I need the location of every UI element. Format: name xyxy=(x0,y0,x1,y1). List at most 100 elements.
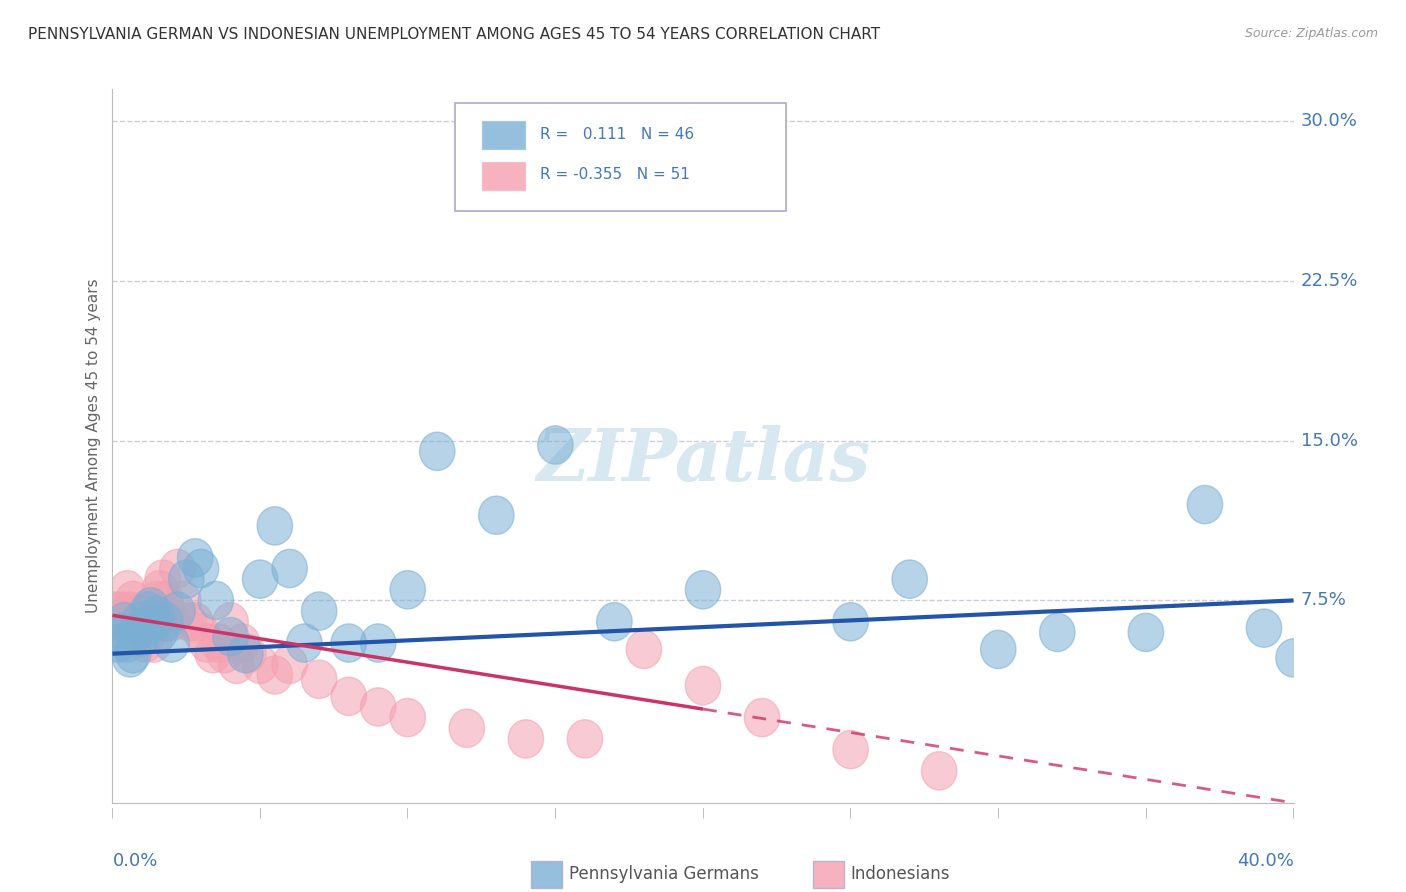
Ellipse shape xyxy=(389,698,426,737)
Ellipse shape xyxy=(101,624,136,662)
Ellipse shape xyxy=(121,603,157,641)
Ellipse shape xyxy=(419,432,456,470)
Ellipse shape xyxy=(107,613,142,651)
Ellipse shape xyxy=(537,425,574,464)
Ellipse shape xyxy=(121,603,157,641)
Ellipse shape xyxy=(257,656,292,694)
Ellipse shape xyxy=(110,571,145,609)
Text: |: | xyxy=(849,807,852,818)
Ellipse shape xyxy=(153,603,190,641)
Ellipse shape xyxy=(127,624,163,662)
Ellipse shape xyxy=(101,603,136,641)
Text: 0.0%: 0.0% xyxy=(112,852,157,870)
Ellipse shape xyxy=(832,731,869,769)
Ellipse shape xyxy=(104,592,139,631)
Ellipse shape xyxy=(139,603,174,641)
Ellipse shape xyxy=(271,645,308,683)
Ellipse shape xyxy=(201,624,236,662)
Ellipse shape xyxy=(118,596,153,634)
Text: 15.0%: 15.0% xyxy=(1301,432,1358,450)
Ellipse shape xyxy=(508,720,544,758)
Ellipse shape xyxy=(177,539,212,577)
Ellipse shape xyxy=(1275,639,1312,677)
Ellipse shape xyxy=(301,592,337,631)
Text: |: | xyxy=(1144,807,1147,818)
Ellipse shape xyxy=(449,709,485,747)
Ellipse shape xyxy=(207,634,242,673)
Ellipse shape xyxy=(131,613,166,651)
Ellipse shape xyxy=(228,634,263,673)
Text: Indonesians: Indonesians xyxy=(851,865,950,883)
Ellipse shape xyxy=(160,592,195,631)
Ellipse shape xyxy=(242,645,278,683)
Text: R = -0.355   N = 51: R = -0.355 N = 51 xyxy=(540,168,690,182)
Ellipse shape xyxy=(360,688,396,726)
Ellipse shape xyxy=(596,603,633,641)
Ellipse shape xyxy=(685,666,721,705)
Ellipse shape xyxy=(136,603,172,641)
Text: |: | xyxy=(702,807,704,818)
Ellipse shape xyxy=(112,592,148,631)
Ellipse shape xyxy=(330,677,367,715)
Text: |: | xyxy=(259,807,262,818)
Ellipse shape xyxy=(127,609,163,648)
Ellipse shape xyxy=(980,631,1017,669)
Text: 7.5%: 7.5% xyxy=(1301,591,1347,609)
Ellipse shape xyxy=(567,720,603,758)
Ellipse shape xyxy=(744,698,780,737)
FancyBboxPatch shape xyxy=(456,103,786,211)
Ellipse shape xyxy=(744,166,780,204)
Ellipse shape xyxy=(1246,609,1282,648)
Ellipse shape xyxy=(110,603,145,641)
Ellipse shape xyxy=(1187,485,1223,524)
Ellipse shape xyxy=(139,582,174,620)
Ellipse shape xyxy=(231,634,266,673)
Ellipse shape xyxy=(139,596,174,634)
Text: |: | xyxy=(111,807,114,818)
Ellipse shape xyxy=(301,660,337,698)
Ellipse shape xyxy=(183,613,219,651)
Ellipse shape xyxy=(685,571,721,609)
Ellipse shape xyxy=(219,645,254,683)
Ellipse shape xyxy=(131,592,166,631)
Ellipse shape xyxy=(112,639,148,677)
Ellipse shape xyxy=(212,617,249,656)
Ellipse shape xyxy=(136,624,172,662)
Text: |: | xyxy=(1292,807,1295,818)
Ellipse shape xyxy=(160,549,195,588)
Text: R =   0.111   N = 46: R = 0.111 N = 46 xyxy=(540,127,695,142)
Ellipse shape xyxy=(148,582,183,620)
Ellipse shape xyxy=(172,603,207,641)
Ellipse shape xyxy=(134,588,169,626)
Ellipse shape xyxy=(389,571,426,609)
Ellipse shape xyxy=(148,603,183,641)
Ellipse shape xyxy=(142,613,177,651)
Text: PENNSYLVANIA GERMAN VS INDONESIAN UNEMPLOYMENT AMONG AGES 45 TO 54 YEARS CORRELA: PENNSYLVANIA GERMAN VS INDONESIAN UNEMPL… xyxy=(28,27,880,42)
Ellipse shape xyxy=(183,549,219,588)
Ellipse shape xyxy=(153,624,190,662)
Ellipse shape xyxy=(330,624,367,662)
Ellipse shape xyxy=(150,592,186,631)
Ellipse shape xyxy=(104,613,139,651)
Ellipse shape xyxy=(1128,613,1164,651)
Ellipse shape xyxy=(131,592,166,631)
Ellipse shape xyxy=(287,624,322,662)
Text: |: | xyxy=(406,807,409,818)
Ellipse shape xyxy=(134,603,169,641)
Ellipse shape xyxy=(626,631,662,669)
Ellipse shape xyxy=(124,592,160,631)
Ellipse shape xyxy=(921,752,957,790)
Ellipse shape xyxy=(360,624,396,662)
Text: 40.0%: 40.0% xyxy=(1237,852,1294,870)
Ellipse shape xyxy=(195,634,231,673)
Ellipse shape xyxy=(118,613,153,651)
Text: Pennsylvania Germans: Pennsylvania Germans xyxy=(569,865,759,883)
Ellipse shape xyxy=(891,560,928,599)
Ellipse shape xyxy=(98,592,134,631)
Ellipse shape xyxy=(107,603,142,641)
Text: Source: ZipAtlas.com: Source: ZipAtlas.com xyxy=(1244,27,1378,40)
Ellipse shape xyxy=(832,603,869,641)
FancyBboxPatch shape xyxy=(481,120,526,150)
Ellipse shape xyxy=(257,507,292,545)
Ellipse shape xyxy=(478,496,515,534)
